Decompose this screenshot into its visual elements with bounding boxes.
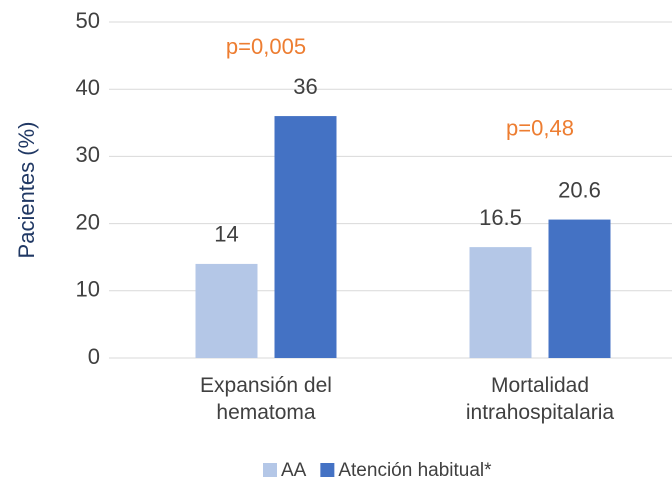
y-tick-label: 30 <box>76 142 100 167</box>
x-tick-label: Expansión del hematoma <box>200 374 332 424</box>
y-tick-label: 0 <box>88 344 100 369</box>
bar <box>469 247 532 358</box>
data-label: 16.5 <box>479 205 522 230</box>
data-label: 36 <box>293 74 317 99</box>
legend-swatch <box>263 463 277 477</box>
y-tick-label: 50 <box>76 8 100 33</box>
annotation: p=0,48 <box>506 115 574 140</box>
legend-swatch <box>320 463 335 477</box>
y-tick-label: 40 <box>76 75 100 100</box>
legend-label: AA <box>281 460 307 481</box>
y-tick-label: 10 <box>76 277 100 302</box>
bar <box>195 263 258 358</box>
data-label: 20.6 <box>558 177 601 202</box>
data-label: 14 <box>214 222 238 247</box>
y-axis-title: Pacientes (%) <box>14 122 39 259</box>
bar <box>274 116 337 358</box>
x-tick-label: Mortalidad intrahospitalaria <box>465 374 615 424</box>
annotation: p=0,005 <box>226 34 306 59</box>
y-tick-label: 20 <box>76 209 100 234</box>
legend-label: Atención habitual* <box>338 460 492 481</box>
bar <box>548 219 611 358</box>
